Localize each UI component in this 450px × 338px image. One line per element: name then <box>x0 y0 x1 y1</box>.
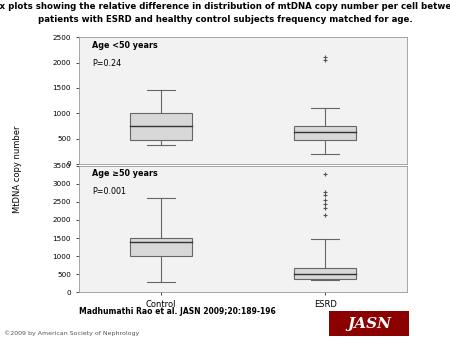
Text: Age <50 years: Age <50 years <box>92 41 158 50</box>
Text: P=0.24: P=0.24 <box>92 59 121 68</box>
Bar <box>294 268 356 279</box>
Text: P=0.001: P=0.001 <box>92 187 126 196</box>
Bar <box>294 126 356 140</box>
Bar <box>130 238 192 256</box>
Bar <box>130 113 192 140</box>
Text: Box plots showing the relative difference in distribution of mtDNA copy number p: Box plots showing the relative differenc… <box>0 2 450 11</box>
Text: Madhumathi Rao et al. JASN 2009;20:189-196: Madhumathi Rao et al. JASN 2009;20:189-1… <box>79 307 275 316</box>
Text: Age ≥50 years: Age ≥50 years <box>92 169 158 178</box>
Text: patients with ESRD and healthy control subjects frequency matched for age.: patients with ESRD and healthy control s… <box>38 15 412 24</box>
Text: MtDNA copy number: MtDNA copy number <box>14 125 22 213</box>
Text: ©2009 by American Society of Nephrology: ©2009 by American Society of Nephrology <box>4 331 140 336</box>
Text: JASN: JASN <box>347 317 391 331</box>
